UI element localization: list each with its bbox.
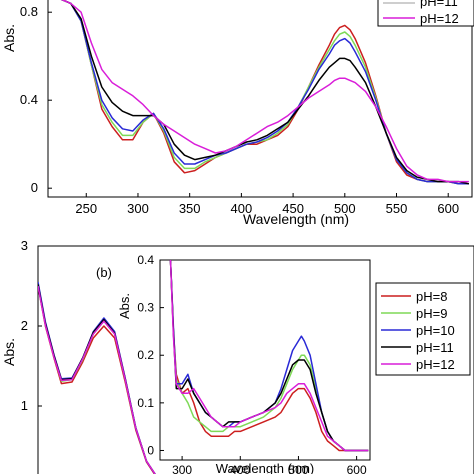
bottom-ytick-label: 3 [21, 238, 28, 253]
legend-bottom-label-ph12: pH=12 [416, 357, 455, 372]
panel-bottom-chart: 1 2 3 Abs. (b) pH=8 pH=9 pH=10 pH=11 pH=12 300… [1, 238, 474, 474]
inset-ytick-label: 0.1 [137, 396, 154, 410]
top-series-ph8 [60, 0, 469, 185]
top-xtick-label: 400 [231, 201, 253, 216]
inset-xtick-label: 500 [288, 463, 308, 474]
top-xtick-label: 300 [127, 201, 149, 216]
panel-bottom-legend: pH=8 pH=9 pH=10 pH=11 pH=12 [375, 282, 471, 376]
bottom-ytick-label: 2 [21, 318, 28, 333]
top-xtick-label: 350 [179, 201, 201, 216]
inset-ytick-label: 0.2 [137, 348, 154, 362]
legend-bottom-label-ph8: pH=8 [416, 289, 447, 304]
panel-top-legend-box [377, 0, 474, 27]
inset-ytick-label: 0.3 [137, 301, 154, 315]
panel-bottom-legend-box [375, 282, 471, 376]
legend-bottom-label-ph11: pH=11 [416, 340, 454, 355]
inset-xtick-label: 400 [230, 463, 250, 474]
panel-top-chart: 250 300 350 400 450 500 550 600 0 0.4 0.8 Waveleng… [1, 0, 474, 227]
top-ytick-label: 0.4 [20, 92, 38, 107]
top-series-ph10 [60, 0, 469, 185]
top-series-ph11 [60, 0, 470, 185]
inset-ytick-label: 0 [147, 443, 154, 457]
top-ytick-label: 0.8 [20, 4, 38, 19]
inset-xtick-label: 300 [172, 463, 192, 474]
top-xtick-label: 250 [75, 201, 97, 216]
top-xtick-label: 600 [437, 201, 459, 216]
inset-ytick-label: 0.4 [137, 253, 154, 267]
panel-bottom-ylabel: Abs. [1, 338, 17, 366]
top-series-ph12 [60, 0, 469, 183]
inset-series-ph12 [169, 260, 369, 452]
inset-xtick-label: 600 [347, 463, 367, 474]
inset-xlabel: Wavelength (nm) [216, 461, 315, 474]
bottom-series-ph12 [38, 285, 156, 474]
inset-series-ph8 [169, 260, 369, 452]
panel-top-legend: pH=11 pH=12 [377, 0, 474, 27]
legend-top-ph12-label: pH=12 [420, 11, 459, 26]
top-xtick-label: 450 [282, 201, 304, 216]
top-xtick-label: 500 [334, 201, 356, 216]
inset-ylabel: Abs. [117, 293, 132, 319]
bottom-ytick-label: 1 [21, 398, 28, 413]
top-xtick-label: 550 [386, 201, 408, 216]
legend-top-ph11-label: pH=11 [420, 0, 458, 9]
panel-top-ylabel: Abs. [1, 24, 17, 52]
inset-plot-frame [159, 259, 371, 461]
legend-bottom-label-ph10: pH=10 [416, 323, 455, 338]
panel-b-annotation: (b) [96, 265, 112, 280]
panel-top-xlabel: Wavelength (nm) [243, 211, 349, 227]
legend-bottom-label-ph9: pH=9 [416, 306, 447, 321]
inset-chart: 300 400 500 600 0 0.1 0.2 0.3 0.4 Wavelength (nm… [117, 253, 371, 474]
top-ytick-label: 0 [31, 180, 38, 195]
